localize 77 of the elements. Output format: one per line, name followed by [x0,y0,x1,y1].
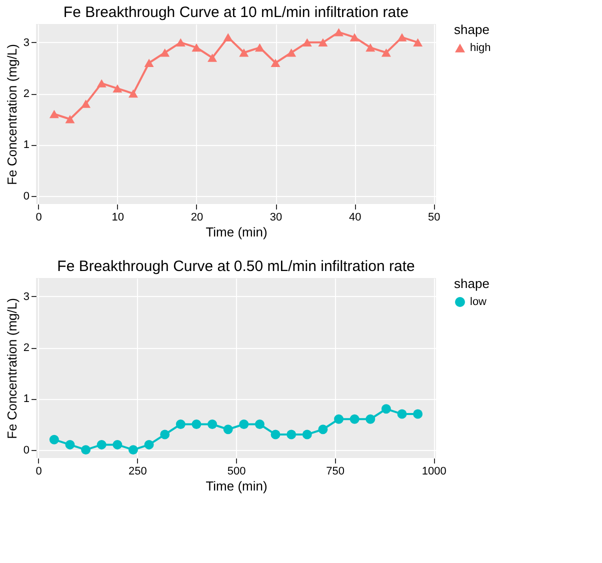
x-tick-label: 50 [428,212,440,224]
point [65,440,75,450]
x-tick-label: 500 [227,466,246,478]
point [176,420,186,429]
point [397,409,407,419]
point [413,409,423,419]
point [81,100,91,108]
y-axis-title: Fe Concentration (mg/L) [4,44,20,185]
x-tick-label: 750 [326,466,344,478]
point [223,424,233,434]
point [366,43,376,52]
point [65,115,75,124]
y-tick-label: 3 [23,36,30,49]
point [208,54,218,62]
point [160,430,170,440]
chart-title: Fe Breakthrough Curve at 0.50 mL/min infiltration rate [57,258,415,275]
point [112,84,122,93]
point [239,48,249,57]
point [176,38,186,47]
y-tick-label: 2 [23,342,30,354]
point [270,430,280,440]
point [381,48,391,57]
point [128,89,138,98]
x-tick-label: 20 [190,212,204,224]
point [192,43,202,52]
point [128,445,138,455]
point [160,48,170,57]
point [334,28,344,36]
point [254,420,264,429]
x-tick-label: 30 [270,212,282,224]
point [397,33,407,42]
y-tick-label: 1 [23,393,30,406]
chart-title: Fe Breakthrough Curve at 10 mL/min infiltration rate [63,4,409,21]
point [286,430,296,440]
x-tick-label: 250 [128,466,147,478]
x-axis-title: Time (min) [206,478,268,494]
x-tick-label: 0 [36,466,42,478]
point [413,38,423,47]
point [96,79,106,88]
y-tick-label: 2 [23,88,30,100]
point [254,43,264,52]
point [49,110,59,118]
point [366,414,376,424]
point [223,33,233,42]
point [49,434,59,444]
point [192,420,202,429]
x-axis-title: Time (min) [206,224,268,240]
y-tick-label: 0 [23,444,30,456]
point [144,58,154,67]
x-tick-label: 0 [36,212,42,224]
point [318,424,328,434]
point [381,404,391,414]
point [112,440,122,450]
legend-title: shape [454,276,490,291]
point [81,445,91,455]
point [302,430,312,440]
point [318,38,328,47]
point [208,420,218,429]
x-tick-label: 10 [112,212,124,224]
point [286,48,296,57]
x-tick-label: 40 [348,212,362,224]
legend-label: high [470,42,491,54]
point [239,420,249,429]
point [270,58,280,67]
y-tick-label: 3 [23,290,30,303]
point [334,414,344,424]
y-tick-label: 0 [23,190,30,202]
point [96,440,106,450]
y-axis-title: Fe Concentration (mg/L) [4,298,20,439]
y-tick-label: 1 [23,139,30,152]
x-tick-label: 1000 [422,466,446,478]
legend-title: shape [454,22,490,37]
point [302,38,312,47]
legend-label: low [470,296,487,308]
point [144,440,154,450]
point [350,414,360,424]
point [350,33,360,42]
